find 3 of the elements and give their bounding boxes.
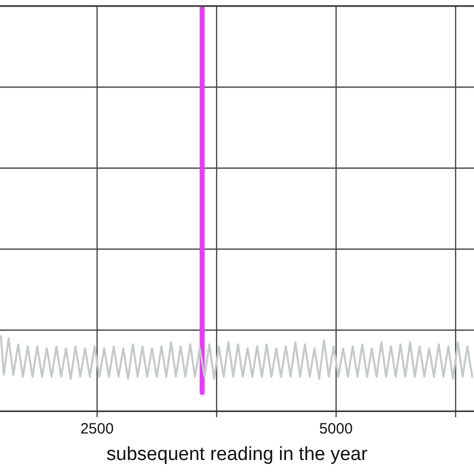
x-tick-label: 2500 [80,420,114,438]
x-axis-title: subsequent reading in the year [106,444,368,465]
x-tick-label: 5000 [319,420,353,438]
